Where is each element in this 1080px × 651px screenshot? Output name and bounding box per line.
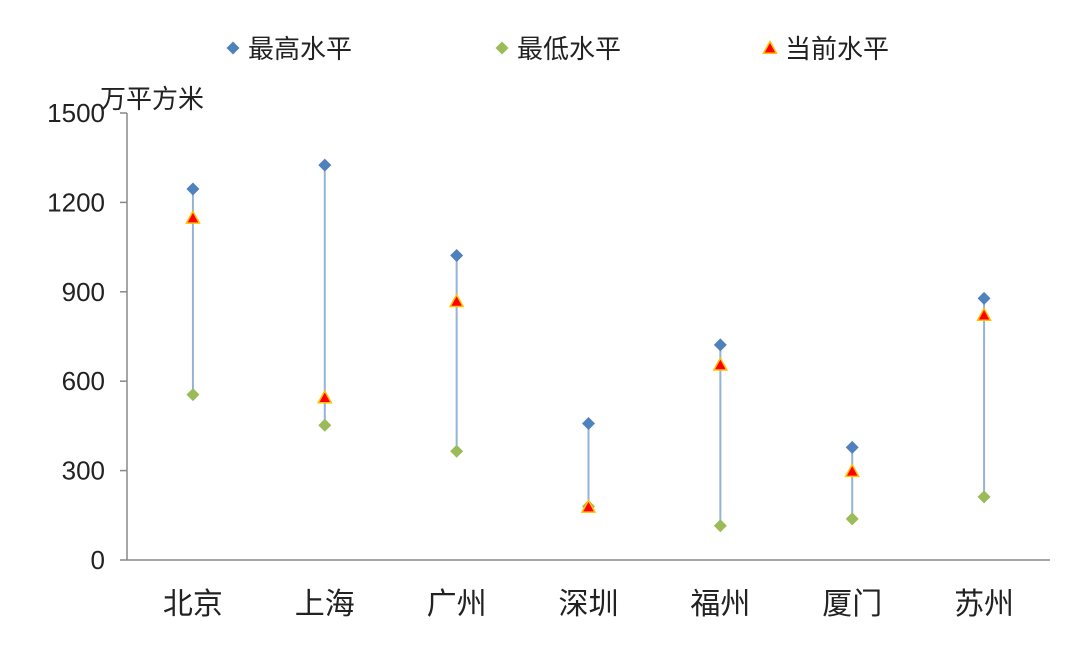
low-point bbox=[977, 490, 991, 504]
x-category-label: 苏州 bbox=[954, 587, 1014, 622]
high-point bbox=[318, 158, 332, 172]
y-tick-label: 600 bbox=[62, 366, 105, 396]
legend-marker bbox=[226, 41, 240, 55]
low-point bbox=[713, 519, 727, 533]
legend: 最高水平 最低水平 当前水平 bbox=[226, 35, 889, 65]
current-point bbox=[317, 389, 333, 404]
low-point bbox=[845, 512, 859, 526]
current-point bbox=[712, 356, 729, 371]
y-tick-label: 1500 bbox=[47, 98, 105, 128]
y-tick-label: 1200 bbox=[47, 187, 105, 217]
x-category-label: 北京 bbox=[163, 587, 223, 622]
legend-marker bbox=[495, 41, 509, 55]
high-point bbox=[450, 248, 464, 262]
current-point bbox=[580, 498, 597, 513]
high-point bbox=[582, 417, 595, 431]
low-point bbox=[186, 388, 200, 402]
legend-label: 当前水平 bbox=[785, 35, 889, 65]
low-point bbox=[318, 418, 332, 432]
legend-label: 最高水平 bbox=[248, 35, 352, 65]
data-marks bbox=[185, 158, 992, 533]
x-category-label: 上海 bbox=[295, 587, 355, 622]
current-point bbox=[844, 463, 860, 478]
y-tick-label: 300 bbox=[62, 456, 105, 486]
range-lines bbox=[191, 165, 986, 526]
y-tick-label: 900 bbox=[62, 277, 105, 307]
legend-label: 最低水平 bbox=[517, 35, 621, 65]
high-point bbox=[977, 291, 991, 305]
high-point bbox=[713, 338, 727, 352]
current-point bbox=[976, 306, 992, 321]
high-point bbox=[186, 182, 200, 196]
low-point bbox=[450, 444, 464, 458]
high-point bbox=[845, 440, 859, 454]
current-point bbox=[185, 209, 201, 224]
axes: 0 300 600 900 1200 1500 北京 上海 广州 深圳 福州 厦门 苏州 bbox=[47, 98, 1050, 622]
x-category-label: 广州 bbox=[427, 587, 487, 622]
y-tick-label: 0 bbox=[91, 545, 105, 575]
legend-marker bbox=[762, 39, 778, 54]
x-category-label: 厦门 bbox=[822, 587, 882, 622]
x-category-label: 福州 bbox=[690, 587, 750, 622]
y-axis-unit-label: 万平方米 bbox=[100, 85, 204, 115]
current-point bbox=[448, 293, 465, 308]
x-category-label: 深圳 bbox=[559, 587, 619, 622]
